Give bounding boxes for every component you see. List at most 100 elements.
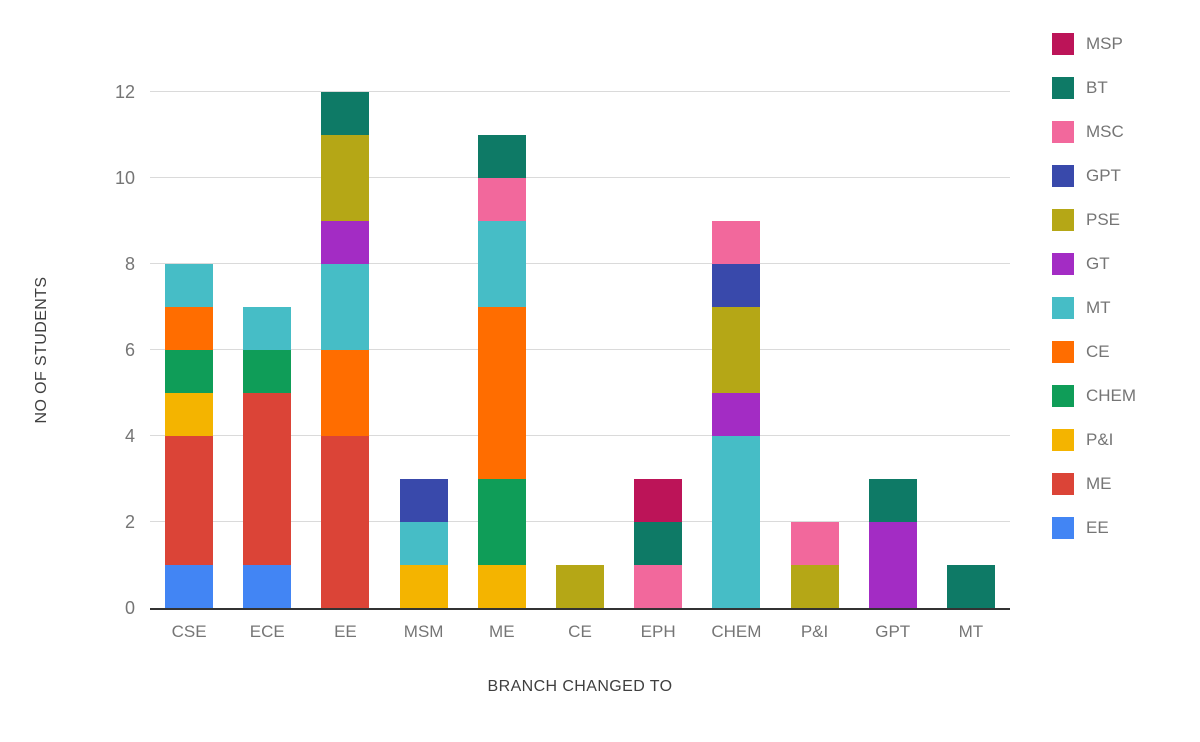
bar-segment-MT-BT (946, 565, 995, 608)
legend-label-P&I: P&I (1086, 430, 1114, 449)
x-category-label-ECE: ECE (249, 622, 285, 641)
bar-segment-CE-PSE (556, 565, 604, 608)
bar-segment-CSE-MT (165, 264, 214, 307)
bar-segment-MSM-MT (399, 522, 448, 565)
bar-segment-EE-CE (321, 350, 370, 436)
legend-label-PSE: PSE (1086, 210, 1121, 229)
bar-segment-ME-MT (477, 221, 526, 307)
bar-segment-EE-MT (321, 264, 370, 350)
bar-segment-ECE-MT (243, 307, 292, 350)
gridline-y-8 (150, 263, 1010, 264)
legend-label-MT: MT (1086, 298, 1111, 317)
bar-segment-P&I-PSE (790, 565, 839, 608)
gridline-y-6 (150, 349, 1010, 350)
legend-swatch-CE (1052, 341, 1074, 363)
bar-segment-ECE-EE (243, 565, 292, 608)
x-category-label-CE: CE (568, 622, 592, 641)
bar-segment-CHEM-MT (712, 436, 761, 608)
bar-segment-MSM-GPT (399, 479, 448, 522)
legend-swatch-ME (1052, 473, 1074, 495)
legend-item-GPT: GPT (1052, 165, 1136, 187)
legend-item-EE: EE (1052, 517, 1136, 539)
legend-item-GT: GT (1052, 253, 1136, 275)
x-category-label-EE: EE (334, 622, 357, 641)
bar-segment-EE-PSE (321, 135, 370, 221)
legend-item-MT: MT (1052, 297, 1136, 319)
x-category-label-P&I: P&I (800, 622, 829, 641)
gridline-y-4 (150, 435, 1010, 436)
gridline-y-10 (150, 177, 1010, 178)
bar-segment-ME-MSC (477, 178, 526, 221)
bar-segment-ME-P&I (477, 565, 526, 608)
legend-swatch-GT (1052, 253, 1074, 275)
x-category-label-MSM: MSM (403, 622, 444, 641)
legend-swatch-MT (1052, 297, 1074, 319)
bar-segment-ME-CHEM (477, 479, 526, 565)
bar-segment-EE-ME (321, 436, 370, 608)
y-tick-label: 2 (124, 512, 135, 532)
legend-swatch-P&I (1052, 429, 1074, 451)
x-category-label-ME: ME (489, 622, 515, 641)
bar-segment-CHEM-PSE (712, 307, 761, 393)
legend-item-MSC: MSC (1052, 121, 1136, 143)
legend-label-MSP: MSP (1086, 34, 1123, 53)
bar-segment-CSE-CE (165, 307, 214, 350)
y-tick-label: 0 (124, 598, 135, 618)
legend-label-BT: BT (1086, 78, 1108, 97)
legend-item-CHEM: CHEM (1052, 385, 1136, 407)
legend: MSP BT MSC GPT PSE GT MT CE CHEM P&I ME EE (1052, 33, 1136, 561)
legend-swatch-MSP (1052, 33, 1074, 55)
y-tick-label: 12 (114, 82, 135, 102)
legend-item-MSP: MSP (1052, 33, 1136, 55)
bar-segment-CHEM-GPT (712, 264, 761, 307)
x-category-label-EPH: EPH (640, 622, 676, 641)
x-category-label-GPT: GPT (875, 622, 911, 641)
bar-segment-EE-GT (321, 221, 370, 264)
x-axis-title: BRANCH CHANGED TO (487, 678, 673, 695)
bar-segment-ME-CE (477, 307, 526, 479)
x-category-label-CSE: CSE (171, 622, 207, 641)
bar-segment-CSE-ME (165, 436, 214, 565)
bar-segment-ECE-CHEM (243, 350, 292, 393)
legend-label-EE: EE (1086, 518, 1109, 537)
legend-label-GPT: GPT (1086, 166, 1121, 185)
gridline-y-2 (150, 521, 1010, 522)
legend-swatch-MSC (1052, 121, 1074, 143)
bar-segment-EPH-MSC (634, 565, 683, 608)
legend-swatch-EE (1052, 517, 1074, 539)
bar-segment-CHEM-MSC (712, 221, 761, 264)
y-tick-label: 4 (124, 426, 135, 446)
legend-item-CE: CE (1052, 341, 1136, 363)
y-tick-label: 10 (114, 168, 135, 188)
legend-label-ME: ME (1086, 474, 1112, 493)
bar-segment-CSE-CHEM (165, 350, 214, 393)
gridline-y-12 (150, 91, 1010, 92)
bar-segment-CHEM-GT (712, 393, 761, 436)
bar-segment-ME-BT (477, 135, 526, 178)
legend-label-GT: GT (1086, 254, 1110, 273)
x-category-label-MT: MT (958, 622, 984, 641)
y-tick-label: 8 (124, 254, 135, 274)
bar-segment-P&I-MSC (790, 522, 839, 565)
legend-item-PSE: PSE (1052, 209, 1136, 231)
legend-label-CHEM: CHEM (1086, 386, 1137, 405)
bar-segment-MSM-P&I (399, 565, 448, 608)
y-tick-label: 6 (124, 340, 135, 360)
legend-label-MSC: MSC (1086, 122, 1124, 141)
bar-segment-EPH-BT (634, 522, 683, 565)
x-category-label-CHEM: CHEM (711, 622, 762, 641)
bar-segment-ECE-ME (243, 393, 292, 565)
bar-segment-EE-BT (321, 92, 370, 135)
bar-segment-CSE-P&I (165, 393, 214, 436)
bar-segment-GPT-BT (868, 479, 917, 522)
bar-segment-GPT-GT (868, 522, 917, 608)
legend-label-CE: CE (1086, 342, 1110, 361)
bar-segment-CSE-EE (165, 565, 214, 608)
legend-swatch-BT (1052, 77, 1074, 99)
legend-item-ME: ME (1052, 473, 1136, 495)
bar-segment-EPH-MSP (634, 479, 683, 522)
legend-swatch-CHEM (1052, 385, 1074, 407)
legend-swatch-PSE (1052, 209, 1074, 231)
legend-swatch-GPT (1052, 165, 1074, 187)
legend-item-BT: BT (1052, 77, 1136, 99)
